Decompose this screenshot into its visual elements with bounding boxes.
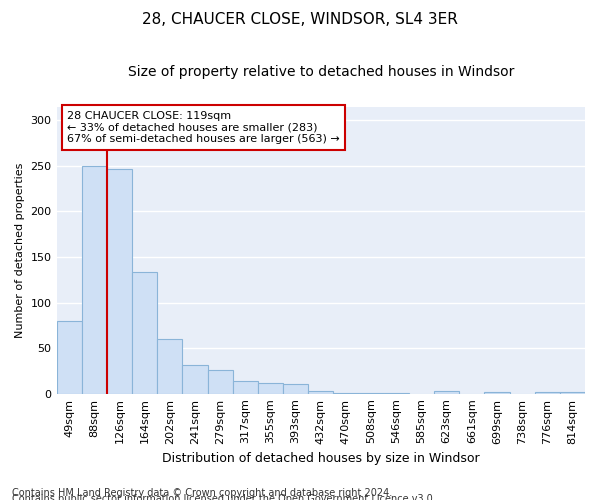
Text: Contains HM Land Registry data © Crown copyright and database right 2024.: Contains HM Land Registry data © Crown c…: [12, 488, 392, 498]
Bar: [233, 381, 258, 394]
Text: 28, CHAUCER CLOSE, WINDSOR, SL4 3ER: 28, CHAUCER CLOSE, WINDSOR, SL4 3ER: [142, 12, 458, 28]
Bar: [82, 166, 107, 394]
Bar: [535, 392, 560, 394]
Bar: [334, 393, 359, 394]
Title: Size of property relative to detached houses in Windsor: Size of property relative to detached ho…: [128, 65, 514, 79]
Text: Contains public sector information licensed under the Open Government Licence v3: Contains public sector information licen…: [12, 494, 436, 500]
Y-axis label: Number of detached properties: Number of detached properties: [15, 162, 25, 338]
Bar: [258, 382, 283, 394]
Text: 28 CHAUCER CLOSE: 119sqm
← 33% of detached houses are smaller (283)
67% of semi-: 28 CHAUCER CLOSE: 119sqm ← 33% of detach…: [67, 111, 340, 144]
Bar: [132, 272, 157, 394]
Bar: [56, 321, 82, 394]
Bar: [107, 170, 132, 394]
X-axis label: Distribution of detached houses by size in Windsor: Distribution of detached houses by size …: [162, 452, 479, 465]
Bar: [308, 391, 334, 394]
Bar: [359, 393, 383, 394]
Bar: [157, 339, 182, 394]
Bar: [560, 392, 585, 394]
Bar: [283, 384, 308, 394]
Bar: [434, 391, 459, 394]
Bar: [182, 366, 208, 394]
Bar: [383, 393, 409, 394]
Bar: [208, 370, 233, 394]
Bar: [484, 392, 509, 394]
